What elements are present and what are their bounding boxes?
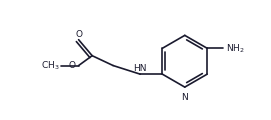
Text: O: O	[51, 61, 59, 70]
Text: O: O	[75, 30, 82, 39]
Text: O: O	[68, 61, 75, 70]
Text: CH$_3$: CH$_3$	[41, 59, 59, 72]
Text: HN: HN	[133, 64, 147, 73]
Text: NH$_2$: NH$_2$	[226, 42, 244, 55]
Text: N: N	[181, 93, 188, 102]
